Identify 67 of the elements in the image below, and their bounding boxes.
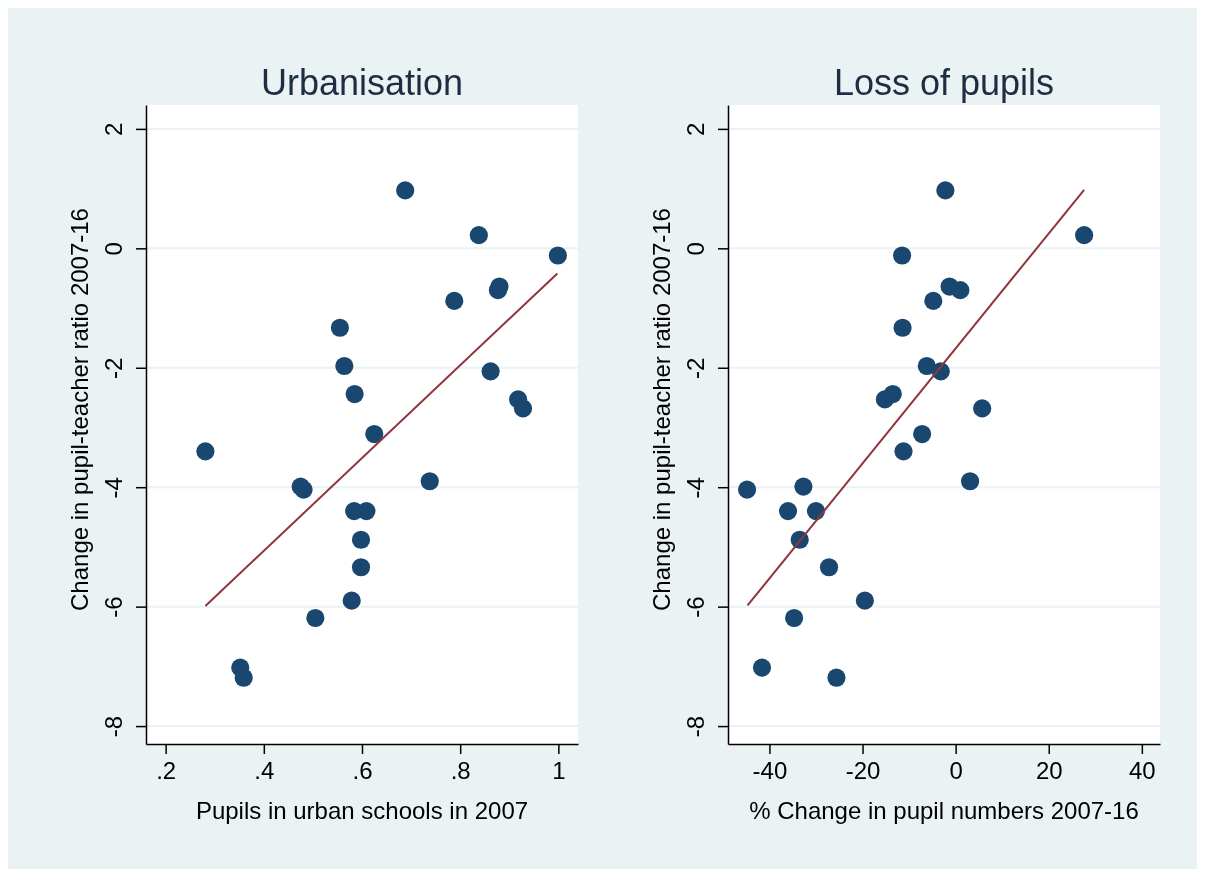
x-axis-title: Pupils in urban schools in 2007 bbox=[195, 797, 529, 824]
point bbox=[819, 558, 839, 577]
point bbox=[924, 291, 943, 310]
y-tick-label: -8 bbox=[100, 715, 127, 738]
x-tick-label: .2 bbox=[156, 756, 177, 784]
point bbox=[917, 356, 936, 376]
point bbox=[1075, 226, 1094, 245]
point bbox=[330, 318, 350, 337]
point bbox=[306, 608, 325, 628]
point bbox=[488, 281, 508, 300]
chart-title: Urbanisation bbox=[260, 62, 464, 103]
point bbox=[234, 668, 253, 687]
y-tick-label: 2 bbox=[100, 122, 127, 137]
x-tick-label: -20 bbox=[845, 756, 881, 784]
point bbox=[913, 424, 932, 444]
chart-title: Loss of pupils bbox=[833, 62, 1055, 103]
point bbox=[342, 591, 361, 610]
y-tick-label: 2 bbox=[682, 122, 709, 137]
point bbox=[875, 390, 894, 409]
x-tick-label: .6 bbox=[352, 756, 373, 784]
point bbox=[351, 530, 371, 549]
point bbox=[894, 442, 913, 461]
x-tick-label: 1 bbox=[552, 756, 566, 784]
point bbox=[752, 658, 772, 677]
point bbox=[365, 424, 384, 444]
point bbox=[855, 591, 874, 610]
point bbox=[351, 558, 371, 577]
x-tick-label: .8 bbox=[450, 756, 471, 784]
y-tick-label: -2 bbox=[100, 357, 127, 379]
point bbox=[936, 181, 955, 200]
point bbox=[973, 399, 992, 418]
y-axis-title: Change in pupil-teacher ratio 2007-16 bbox=[66, 208, 93, 611]
y-tick-label: 0 bbox=[100, 242, 127, 256]
x-tick-label: 0 bbox=[949, 756, 963, 784]
x-tick-label: 20 bbox=[1035, 756, 1063, 784]
x-tick-label: 40 bbox=[1128, 756, 1156, 784]
point bbox=[951, 281, 970, 300]
y-axis-title: Change in pupil-teacher ratio 2007-16 bbox=[648, 208, 675, 611]
point bbox=[893, 246, 912, 265]
point bbox=[420, 472, 439, 491]
point bbox=[396, 181, 415, 200]
point bbox=[481, 362, 500, 381]
y-tick-label: -6 bbox=[682, 596, 709, 618]
point bbox=[445, 291, 464, 310]
x-tick-label: -40 bbox=[752, 756, 788, 784]
point bbox=[196, 442, 215, 461]
point bbox=[794, 477, 813, 496]
point bbox=[778, 502, 798, 521]
y-tick-label: 0 bbox=[682, 242, 709, 256]
point bbox=[806, 502, 826, 521]
point bbox=[893, 318, 912, 337]
point bbox=[827, 668, 846, 687]
y-tick-label: -4 bbox=[100, 477, 127, 499]
y-tick-label: -2 bbox=[682, 357, 709, 379]
x-tick-label: .4 bbox=[254, 756, 275, 784]
y-tick-label: -6 bbox=[100, 596, 127, 618]
point bbox=[345, 384, 364, 404]
point bbox=[785, 608, 804, 628]
point bbox=[335, 356, 354, 376]
point bbox=[960, 472, 980, 491]
y-tick-label: -4 bbox=[682, 477, 709, 499]
point bbox=[548, 246, 567, 265]
x-axis-title: % Change in pupil numbers 2007-16 bbox=[749, 797, 1139, 824]
point bbox=[737, 480, 757, 499]
point bbox=[513, 399, 533, 418]
point bbox=[469, 226, 488, 245]
y-tick-label: -8 bbox=[682, 715, 709, 738]
